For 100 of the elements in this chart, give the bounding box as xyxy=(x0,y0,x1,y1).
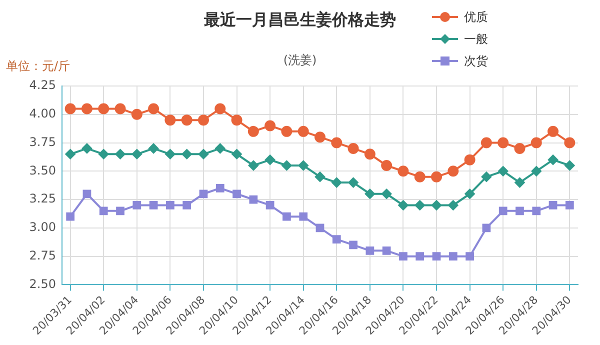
point xyxy=(514,178,525,188)
point xyxy=(548,126,559,137)
point xyxy=(299,212,308,221)
point xyxy=(66,212,75,221)
point xyxy=(132,201,142,210)
point xyxy=(432,200,442,210)
point xyxy=(565,201,574,210)
point xyxy=(548,154,558,165)
point xyxy=(282,212,291,221)
point xyxy=(148,143,159,154)
point xyxy=(332,178,342,188)
point xyxy=(531,166,542,176)
point xyxy=(99,206,108,216)
point xyxy=(199,190,208,198)
point xyxy=(382,246,391,255)
point xyxy=(215,143,226,154)
y-tick-label: 3.50 xyxy=(29,163,56,178)
point xyxy=(82,143,92,154)
point xyxy=(564,137,576,148)
y-axis-title: 单位：元/斤 xyxy=(6,58,70,75)
y-tick-label: 4.00 xyxy=(29,106,56,121)
point xyxy=(298,126,309,137)
point xyxy=(198,114,209,126)
point xyxy=(414,171,426,182)
y-tick-label: 3.75 xyxy=(29,134,56,149)
point xyxy=(114,103,126,114)
point xyxy=(432,252,441,261)
point xyxy=(398,200,408,210)
point xyxy=(98,103,110,114)
point xyxy=(481,172,492,182)
point xyxy=(166,201,174,210)
point xyxy=(314,132,326,143)
legend-label: 次货 xyxy=(464,52,488,70)
point xyxy=(315,172,325,182)
point xyxy=(498,166,508,176)
point xyxy=(64,103,76,114)
point xyxy=(115,149,126,160)
point xyxy=(349,240,358,250)
point xyxy=(116,206,124,216)
point xyxy=(464,154,476,166)
point xyxy=(231,114,242,126)
point xyxy=(82,190,92,198)
legend-label: 优质 xyxy=(464,8,488,26)
point xyxy=(266,201,274,210)
point xyxy=(198,149,208,160)
point xyxy=(248,126,259,137)
point xyxy=(398,166,409,177)
point xyxy=(448,252,458,261)
point xyxy=(498,137,509,148)
point xyxy=(182,201,192,210)
point xyxy=(399,252,408,261)
point xyxy=(382,188,392,199)
point xyxy=(464,188,475,199)
point xyxy=(181,114,192,126)
point xyxy=(448,200,458,210)
point xyxy=(348,178,358,188)
point xyxy=(214,103,226,114)
chart-subtitle: (洗姜) xyxy=(282,52,318,69)
chart-title: 最近一月昌邑生姜价格走势 xyxy=(203,10,397,31)
point xyxy=(530,137,542,148)
point xyxy=(548,201,558,210)
point xyxy=(264,120,276,132)
point xyxy=(149,201,158,210)
point xyxy=(532,206,541,216)
point xyxy=(348,142,359,154)
point xyxy=(248,160,258,170)
y-tick-label: 3.25 xyxy=(29,192,56,206)
point xyxy=(232,190,241,198)
point xyxy=(298,160,308,170)
point xyxy=(131,108,142,120)
point xyxy=(366,246,374,255)
point xyxy=(564,160,575,170)
point xyxy=(282,160,292,170)
point xyxy=(132,149,142,160)
point xyxy=(249,195,258,204)
point xyxy=(98,149,109,160)
point xyxy=(281,126,292,137)
point xyxy=(516,206,524,216)
point xyxy=(482,224,491,232)
point xyxy=(81,103,92,114)
point xyxy=(448,166,459,177)
point xyxy=(316,224,324,232)
point xyxy=(165,149,176,160)
point xyxy=(364,148,376,160)
point xyxy=(232,149,242,160)
point xyxy=(164,114,176,126)
point xyxy=(265,154,276,165)
point xyxy=(431,171,442,182)
point xyxy=(65,149,76,160)
point xyxy=(182,149,192,160)
point xyxy=(414,200,425,210)
y-tick-label: 2.75 xyxy=(29,248,56,262)
point xyxy=(498,206,508,216)
y-tick-label: 4.25 xyxy=(29,78,56,92)
point xyxy=(331,137,342,148)
point xyxy=(514,142,526,154)
point xyxy=(332,235,341,244)
point xyxy=(216,184,224,192)
y-tick-label: 2.50 xyxy=(29,276,56,291)
y-tick-label: 3.00 xyxy=(29,220,56,234)
